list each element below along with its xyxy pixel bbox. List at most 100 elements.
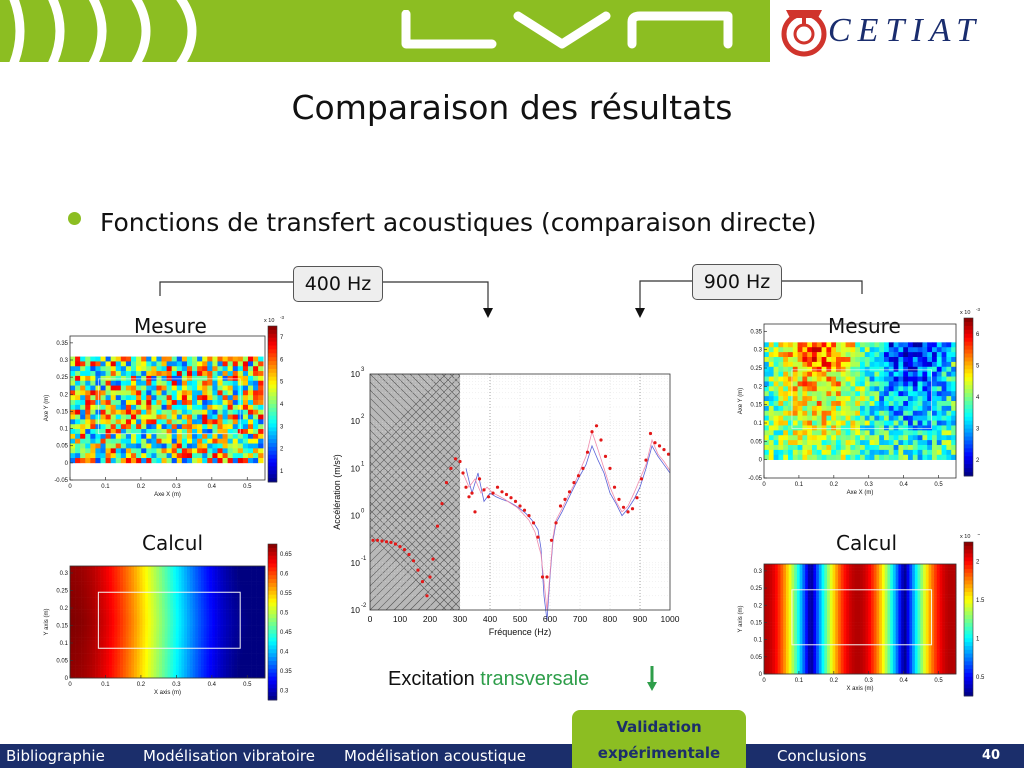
heatmap-cell [231,668,235,673]
heatmap-cell [239,615,244,620]
heatmap-cell [788,357,794,363]
heatmap-cell [217,668,221,673]
heatmap-cell [173,625,177,629]
heatmap-cell [912,454,918,460]
heatmap-cell [206,659,210,663]
heatmap-cell [231,631,235,635]
heatmap-cell [794,579,798,583]
heatmap-cell [171,356,178,362]
heatmap-cell [192,453,198,459]
heatmap-cell [768,425,774,431]
heatmap-cell [251,671,255,676]
heatmap-cell [83,625,88,629]
heatmap-cell [764,410,770,416]
heatmap-cell [217,594,221,598]
heatmap-cell [189,674,193,679]
heatmap-cell [105,429,111,435]
heatmap-cell [70,643,74,648]
heatmap-cell [85,371,91,377]
heatmap-cell [167,612,171,617]
heatmap-cell [237,656,241,660]
heatmap-cell [151,404,157,411]
heatmap-cell [228,631,232,635]
heatmap-cell [109,609,113,613]
colorbar-cell [268,450,277,456]
heatmap-cell [884,391,890,397]
colorbar-cell [268,478,277,483]
heatmap-cell [142,612,146,617]
heatmap-cell [903,401,909,407]
heatmap-cell [175,668,179,673]
heatmap-cell [783,376,789,382]
heatmap-cell [908,435,914,441]
heatmap-cell [151,424,157,430]
heatmap-cell [103,606,107,610]
heatmap-cell [772,594,776,598]
heatmap-cell [181,674,185,679]
heatmap-cell [845,361,851,368]
heatmap-cell [802,366,808,372]
heatmap-cell [231,606,235,610]
heatmap-cell [86,569,90,573]
heatmap-cell [903,396,909,402]
heatmap-cell [81,646,85,651]
heatmap-cell [120,581,124,585]
colorbar-cell [964,432,973,437]
heatmap-cell [836,425,842,431]
heatmap-cell [248,572,252,576]
heatmap-cell [170,597,174,601]
heatmap-cell [226,606,230,610]
heatmap-cell [251,656,255,660]
heatmap-cell [187,615,191,620]
colorbar-cell [964,349,973,354]
heatmap-cell [245,590,249,595]
heatmap-cell [78,606,82,610]
heatmap-cell [95,643,99,648]
heatmap-cell [792,376,798,382]
heatmap-cell [788,449,794,456]
heatmap-cell [89,671,93,676]
heatmap-cell [864,357,870,363]
heatmap-cell [187,609,191,613]
heatmap-cell [209,606,213,610]
heatmap-cell [788,347,794,353]
heatmap-cell [785,585,789,589]
heatmap-cell [100,419,106,425]
heatmap-cell [864,445,870,451]
heatmap-cell [788,585,792,589]
heatmap-cell [89,606,93,610]
heatmap-cell [783,612,787,617]
heatmap-cell [184,578,188,582]
heatmap-cell [195,674,199,679]
heatmap-cell [173,659,177,663]
heatmap-cell [248,640,252,645]
heatmap-cell [189,612,193,617]
heatmap-cell [802,449,808,456]
heatmap-cell [932,449,938,456]
heatmap-cell [178,625,182,629]
heatmap-cell [821,401,827,407]
heatmap-cell [97,600,101,604]
heatmap-cell [89,600,93,604]
heatmap-cell [231,618,235,623]
heatmap-cell [256,671,260,676]
heatmap-cell [788,594,792,598]
heatmap-cell [783,449,789,456]
heatmap-cell [259,603,263,607]
heatmap-cell [131,575,135,579]
heatmap-cell [778,425,784,431]
heatmap-cell [146,448,152,454]
heatmap-cell [171,371,178,377]
heatmap-cell [253,404,259,411]
heatmap-cell [156,600,160,604]
heatmap-cell [812,371,818,377]
heatmap-cell [217,395,223,401]
heatmap-cell [214,609,218,613]
heatmap-cell [81,572,85,576]
heatmap-cell [128,637,132,641]
heatmap-cell [256,659,260,663]
heatmap-cell [247,395,254,401]
heatmap-cell [783,643,787,647]
heatmap-cell [120,674,124,679]
heatmap-cell [120,390,127,396]
